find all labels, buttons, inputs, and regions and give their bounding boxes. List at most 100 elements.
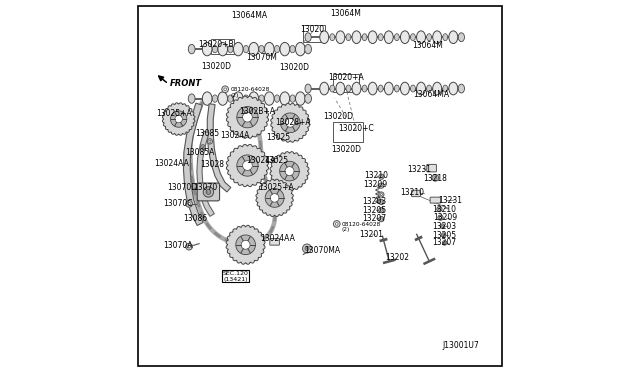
Circle shape — [203, 187, 214, 197]
Text: 13205: 13205 — [433, 231, 457, 240]
Circle shape — [380, 209, 383, 211]
Circle shape — [224, 88, 227, 91]
Ellipse shape — [378, 85, 383, 92]
Text: 13020D: 13020D — [201, 62, 231, 71]
Text: 13024AA: 13024AA — [154, 159, 189, 168]
Ellipse shape — [443, 85, 448, 92]
Circle shape — [380, 185, 383, 187]
Circle shape — [444, 242, 445, 244]
Ellipse shape — [296, 42, 305, 56]
Circle shape — [379, 183, 384, 188]
Circle shape — [335, 222, 338, 225]
Polygon shape — [270, 152, 309, 190]
FancyBboxPatch shape — [427, 164, 436, 172]
Text: 13064MA: 13064MA — [413, 90, 450, 99]
Text: 13025: 13025 — [266, 133, 291, 142]
Circle shape — [207, 139, 212, 144]
Ellipse shape — [275, 95, 280, 102]
Bar — [211, 39, 234, 54]
Ellipse shape — [433, 31, 442, 44]
Circle shape — [438, 208, 440, 210]
Text: 13024AA: 13024AA — [260, 234, 294, 243]
Circle shape — [380, 218, 383, 220]
Polygon shape — [265, 189, 284, 207]
Text: 13070A: 13070A — [163, 241, 193, 250]
Ellipse shape — [378, 34, 383, 41]
Text: 13025: 13025 — [264, 156, 288, 165]
Ellipse shape — [384, 82, 393, 95]
Ellipse shape — [394, 34, 399, 41]
Ellipse shape — [320, 82, 329, 95]
Ellipse shape — [410, 34, 415, 41]
Circle shape — [379, 174, 384, 179]
Ellipse shape — [427, 34, 431, 41]
Text: 13070C: 13070C — [163, 199, 193, 208]
Ellipse shape — [275, 45, 280, 53]
Ellipse shape — [243, 95, 249, 102]
Text: 13085A: 13085A — [186, 148, 215, 157]
Ellipse shape — [305, 94, 312, 103]
Circle shape — [432, 174, 438, 181]
Ellipse shape — [433, 82, 442, 95]
Text: 13025+A: 13025+A — [258, 183, 294, 192]
Circle shape — [379, 192, 384, 197]
Ellipse shape — [212, 95, 218, 102]
Ellipse shape — [264, 42, 274, 56]
Ellipse shape — [234, 42, 243, 56]
Ellipse shape — [449, 31, 458, 44]
Text: 13201: 13201 — [359, 230, 383, 239]
Text: 13028: 13028 — [200, 160, 224, 169]
Ellipse shape — [362, 34, 367, 41]
Text: 08120-64028
(2): 08120-64028 (2) — [230, 87, 269, 98]
Ellipse shape — [427, 85, 431, 92]
Circle shape — [305, 247, 309, 250]
Circle shape — [440, 224, 445, 228]
Text: 13218: 13218 — [424, 174, 447, 183]
Text: 13020D: 13020D — [279, 63, 309, 72]
Ellipse shape — [368, 31, 377, 44]
Text: 1302B+A: 1302B+A — [239, 107, 275, 116]
Ellipse shape — [336, 82, 345, 95]
Polygon shape — [243, 112, 252, 122]
Ellipse shape — [305, 44, 312, 54]
Circle shape — [379, 217, 384, 222]
Bar — [333, 74, 360, 92]
Circle shape — [206, 190, 211, 194]
Text: 13064M: 13064M — [331, 9, 362, 18]
Polygon shape — [237, 155, 258, 176]
Ellipse shape — [401, 82, 410, 95]
Text: 13210: 13210 — [400, 188, 424, 197]
Circle shape — [434, 176, 436, 179]
Ellipse shape — [249, 92, 259, 105]
Ellipse shape — [218, 42, 228, 56]
Polygon shape — [226, 225, 265, 264]
Text: 13209: 13209 — [363, 180, 387, 189]
Circle shape — [206, 190, 211, 194]
Circle shape — [186, 201, 193, 207]
Circle shape — [200, 145, 205, 149]
Ellipse shape — [362, 85, 367, 92]
Circle shape — [437, 206, 442, 212]
Text: 13086: 13086 — [183, 214, 207, 223]
Ellipse shape — [346, 34, 351, 41]
Ellipse shape — [296, 92, 305, 105]
Ellipse shape — [330, 85, 335, 92]
Ellipse shape — [401, 31, 410, 44]
Ellipse shape — [290, 95, 295, 102]
Polygon shape — [280, 113, 300, 132]
Text: 13070D: 13070D — [167, 183, 197, 192]
Text: 13064MA: 13064MA — [231, 11, 268, 20]
Ellipse shape — [458, 84, 465, 93]
Polygon shape — [163, 103, 195, 135]
Polygon shape — [227, 144, 269, 187]
Polygon shape — [175, 115, 182, 123]
Polygon shape — [270, 194, 279, 202]
Polygon shape — [243, 161, 252, 170]
Ellipse shape — [417, 82, 426, 95]
Ellipse shape — [280, 92, 290, 105]
FancyBboxPatch shape — [412, 190, 420, 196]
Polygon shape — [271, 103, 310, 142]
Circle shape — [380, 176, 383, 178]
Ellipse shape — [305, 33, 311, 42]
Polygon shape — [280, 161, 300, 181]
